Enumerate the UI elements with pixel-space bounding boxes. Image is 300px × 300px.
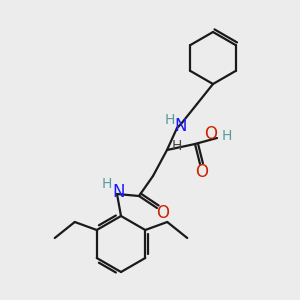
Text: N: N — [175, 117, 187, 135]
Text: H: H — [222, 129, 232, 143]
Text: O: O — [205, 125, 218, 143]
Text: H: H — [165, 113, 175, 127]
Text: N: N — [113, 183, 125, 201]
Text: H: H — [102, 177, 112, 191]
Text: O: O — [157, 204, 169, 222]
Text: H: H — [172, 139, 182, 153]
Text: O: O — [196, 163, 208, 181]
